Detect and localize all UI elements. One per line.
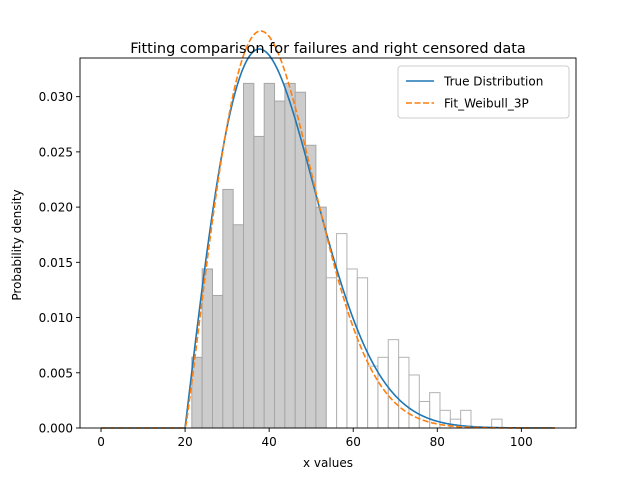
- failure-bar: [253, 135, 265, 429]
- failure-bar: [263, 82, 276, 429]
- failure-bar: [243, 82, 255, 429]
- y-tick-label: 0.015: [39, 256, 73, 270]
- failure-bar: [284, 82, 296, 429]
- failure-bar: [222, 188, 234, 429]
- x-tick-label: 40: [262, 435, 277, 449]
- legend-label-1: Fit_Weibull_3P: [444, 97, 529, 111]
- failure-bar: [211, 294, 224, 429]
- y-tick-label: 0.000: [39, 422, 73, 436]
- y-tick-label: 0.005: [39, 366, 73, 380]
- x-tick-label: 80: [430, 435, 445, 449]
- y-tick-label: 0.020: [39, 201, 73, 215]
- failure-bar: [232, 224, 245, 429]
- chart-title: Fitting comparison for failures and righ…: [130, 41, 526, 57]
- y-tick-label: 0.025: [39, 145, 73, 159]
- failure-bar: [315, 206, 327, 429]
- axes: 0 20 40 60 80 100 0.000 0.005 0.010 0.015 0.020 0.0…: [39, 57, 577, 449]
- plot-frame: [79, 57, 577, 429]
- x-tick-label: 20: [177, 435, 192, 449]
- failure-bar: [274, 100, 286, 429]
- x-tick-label: 60: [346, 435, 361, 449]
- failure-bar: [201, 268, 213, 429]
- legend-box: [397, 65, 570, 119]
- y-tick-label: 0.010: [39, 311, 73, 325]
- legend-label-0: True Distribution: [443, 75, 543, 89]
- y-tick-label: 0.030: [39, 90, 73, 104]
- series-line-1: [101, 30, 555, 429]
- x-tick-label: 100: [510, 435, 533, 449]
- x-tick-label: 0: [97, 435, 105, 449]
- y-axis-label: Probability density: [10, 189, 24, 300]
- x-axis-label: x values: [303, 456, 353, 470]
- legend: True Distribution Fit_Weibull_3P: [397, 65, 570, 119]
